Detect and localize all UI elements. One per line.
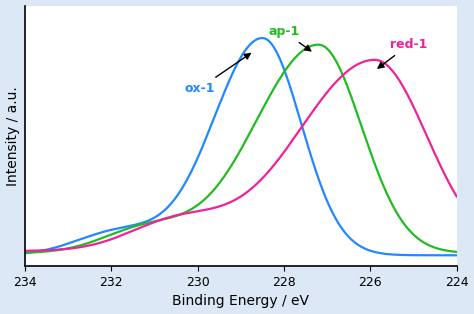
X-axis label: Binding Energy / eV: Binding Energy / eV	[173, 295, 310, 308]
Y-axis label: Intensity / a.u.: Intensity / a.u.	[6, 86, 19, 186]
Text: ox-1: ox-1	[185, 54, 250, 95]
Text: red-1: red-1	[378, 38, 428, 68]
Text: ap-1: ap-1	[268, 25, 311, 51]
